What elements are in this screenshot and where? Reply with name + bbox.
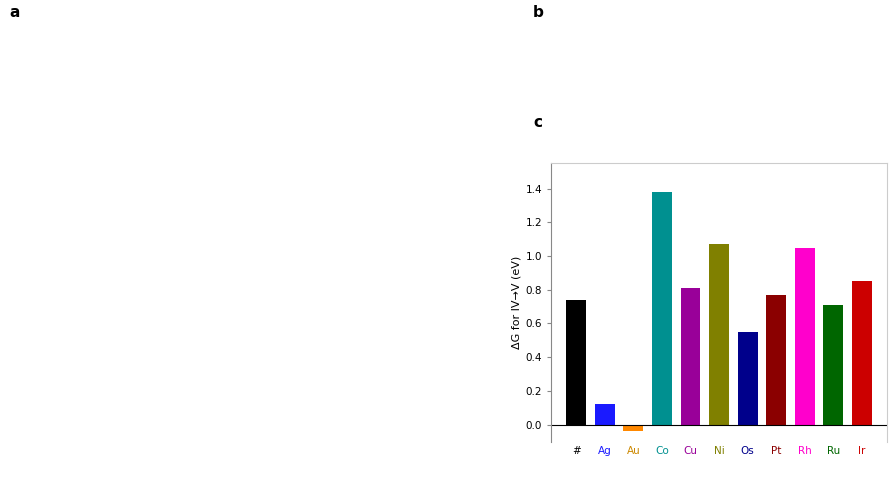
- Bar: [566, 300, 586, 425]
- Text: a: a: [9, 5, 20, 20]
- Bar: [709, 244, 729, 425]
- Bar: [823, 305, 843, 425]
- Bar: [766, 295, 786, 425]
- Text: b: b: [533, 5, 544, 20]
- Y-axis label: ΔG for IV→V (eV): ΔG for IV→V (eV): [512, 256, 521, 349]
- Bar: [652, 192, 672, 425]
- Bar: [795, 248, 814, 425]
- Bar: [852, 281, 872, 425]
- Bar: [624, 425, 643, 432]
- Bar: [680, 288, 701, 425]
- Text: c: c: [533, 115, 542, 130]
- Bar: [737, 332, 758, 425]
- Bar: [595, 405, 615, 425]
